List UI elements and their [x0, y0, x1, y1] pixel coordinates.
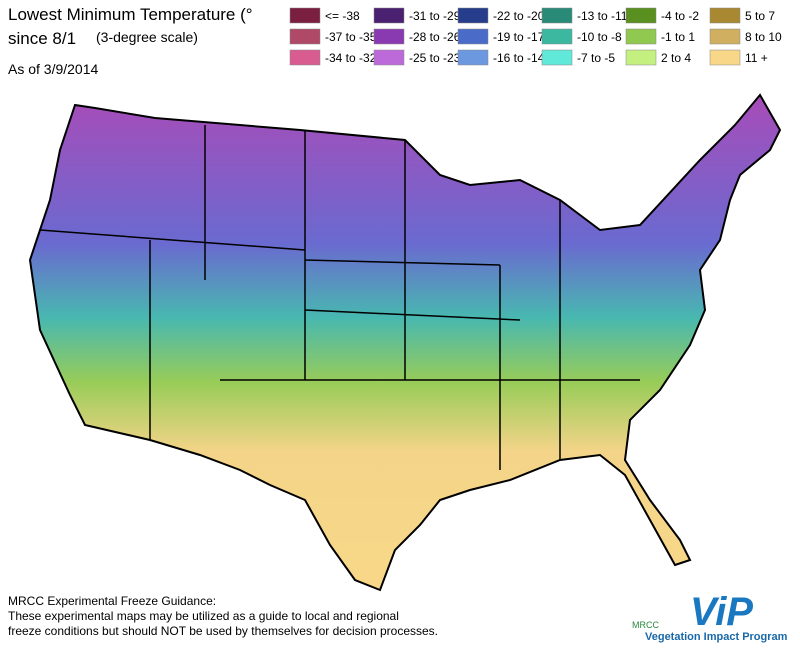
legend-swatch [373, 7, 405, 24]
legend-label: -4 to -2 [661, 9, 699, 23]
legend-swatch [373, 28, 405, 45]
legend-swatch [289, 49, 321, 66]
legend-label: 8 to 10 [745, 30, 782, 44]
as-of-date: As of 3/9/2014 [8, 61, 99, 77]
legend-label: 11 + [745, 51, 768, 65]
legend-swatch [709, 7, 741, 24]
legend-swatch [709, 49, 741, 66]
legend-label: -16 to -14 [493, 51, 545, 65]
legend-swatch [625, 7, 657, 24]
legend-label: -7 to -5 [577, 51, 615, 65]
legend-swatch [709, 28, 741, 45]
title: Lowest Minimum Temperature (° [8, 5, 253, 24]
legend-label: -10 to -8 [577, 30, 622, 44]
logo-tagline: Vegetation Impact Program [645, 631, 788, 643]
legend-swatch [541, 7, 573, 24]
legend-label: -1 to 1 [661, 30, 695, 44]
legend-swatch [373, 49, 405, 66]
legend-label: -19 to -17 [493, 30, 545, 44]
footer-text: MRCC Experimental Freeze Guidance: [8, 594, 216, 608]
legend-label: -28 to -26 [409, 30, 461, 44]
legend-swatch [457, 49, 489, 66]
state-lines [39, 125, 640, 470]
legend-label: -25 to -23 [409, 51, 461, 65]
legend-swatch [457, 28, 489, 45]
legend-swatch [625, 28, 657, 45]
legend-label: 2 to 4 [661, 51, 691, 65]
legend-label: -13 to -11 [577, 9, 628, 23]
legend-label: -34 to -32 [325, 51, 377, 65]
legend-label: -22 to -20 [493, 9, 545, 23]
legend-label: <= -38 [325, 9, 360, 23]
subtitle: (3-degree scale) [96, 29, 198, 45]
legend-swatch [457, 7, 489, 24]
legend-swatch [625, 49, 657, 66]
legend: <= -38 -37 to -35 -34 to -32 -31 to -29 -28 … [289, 7, 782, 66]
logo-org: MRCC [632, 620, 659, 630]
legend-swatch [289, 7, 321, 24]
legend-label: -31 to -29 [409, 9, 461, 23]
footer-text: freeze conditions but should NOT be used… [8, 624, 438, 638]
legend-label: 5 to 7 [745, 9, 775, 23]
title: since 8/1 [8, 29, 76, 48]
logo-name: ViP [690, 590, 753, 634]
legend-label: -37 to -35 [325, 30, 377, 44]
legend-swatch [541, 28, 573, 45]
legend-swatch [541, 49, 573, 66]
footer-text: These experimental maps may be utilized … [8, 609, 399, 623]
legend-swatch [289, 28, 321, 45]
